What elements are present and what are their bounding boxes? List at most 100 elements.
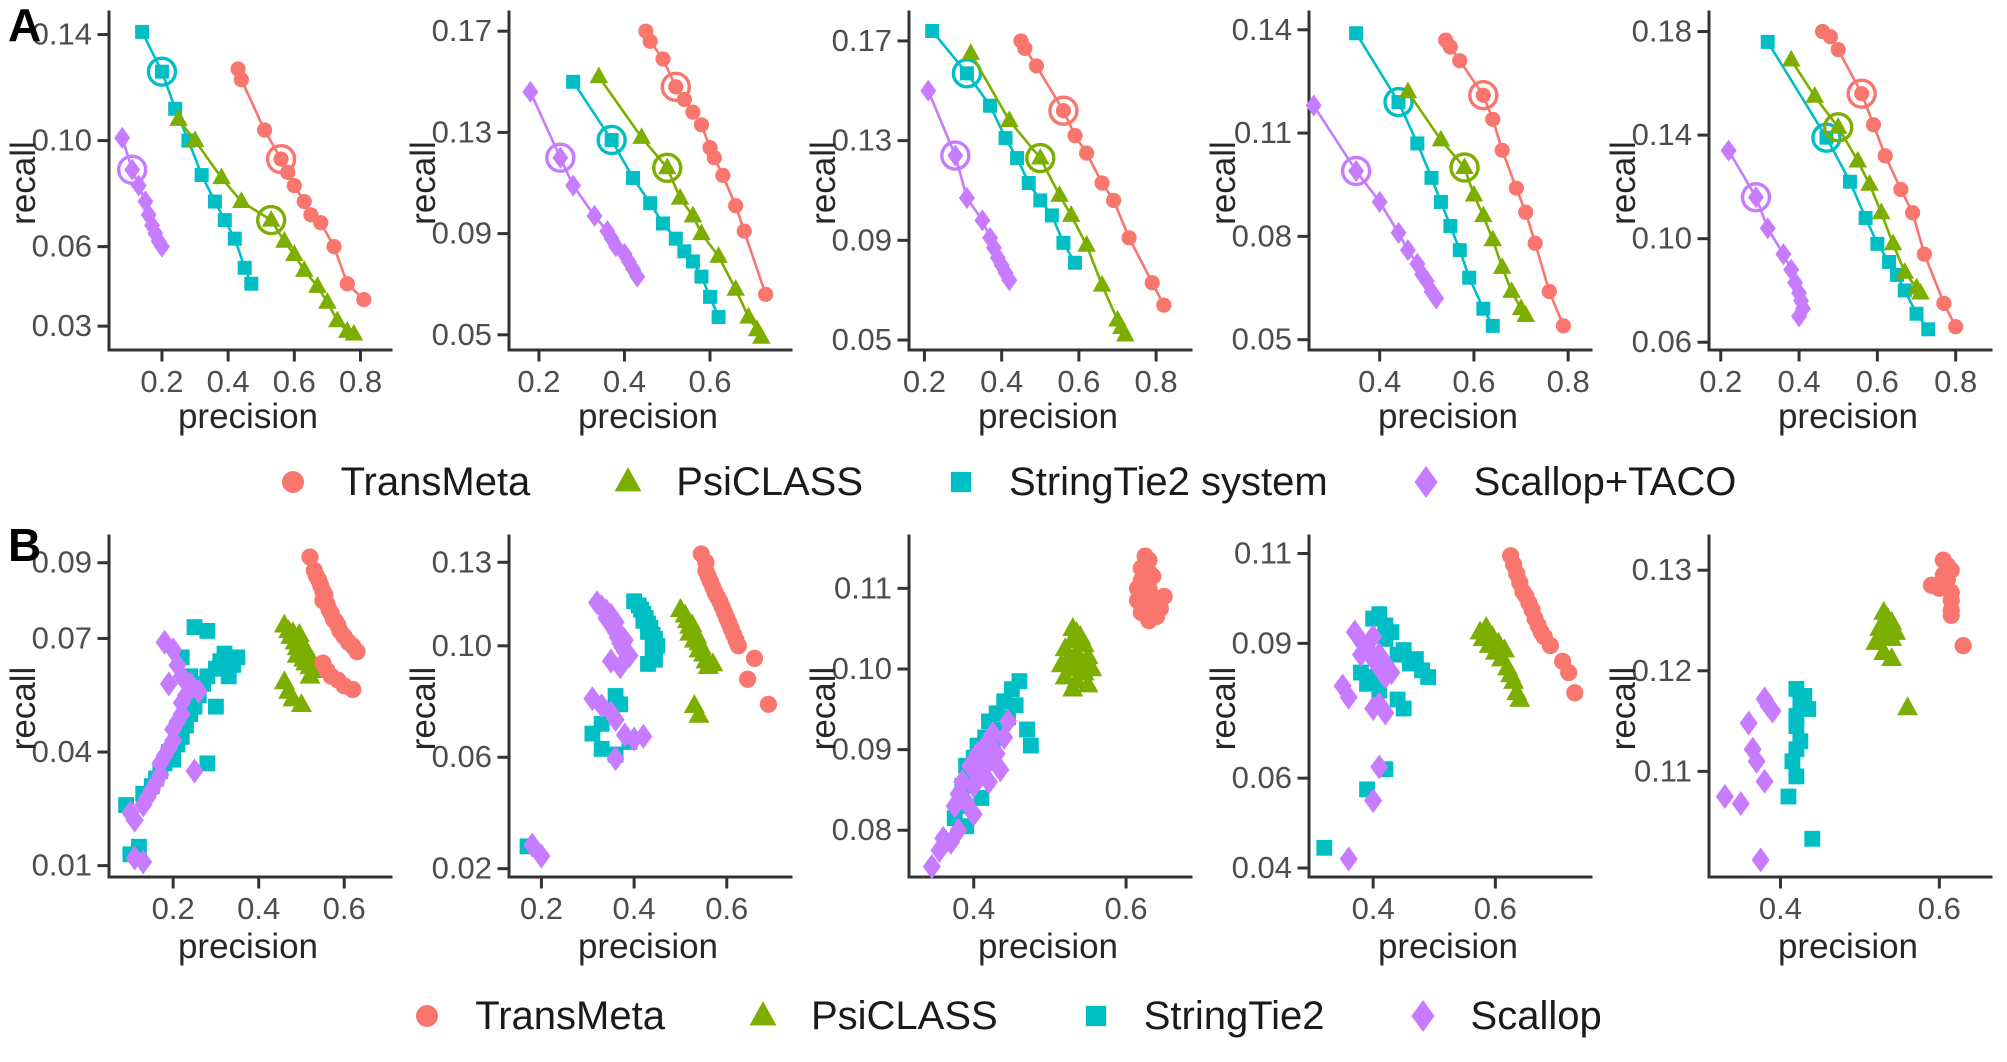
series-transmeta <box>1438 32 1572 334</box>
svg-text:0.03: 0.03 <box>32 308 92 343</box>
legend-label: StringTie2 system <box>1009 459 1328 504</box>
svg-text:0.4: 0.4 <box>603 364 646 399</box>
svg-text:0.05: 0.05 <box>432 317 492 352</box>
subplot-a1-plot: 0.2 0.4 0.6 0.8 0.03 0.06 0.10 0.14 precision rec… <box>5 10 393 436</box>
svg-text:0.09: 0.09 <box>1232 625 1292 660</box>
svg-text:0.18: 0.18 <box>1632 14 1692 49</box>
series-psiclass <box>1050 617 1103 697</box>
subplot-a4-plot: 0.4 0.6 0.8 0.05 0.08 0.11 0.14 precision recall <box>1205 10 1593 436</box>
panel-b-row: B 0.2 0.4 0.6 0.01 0.04 0.07 0.09 precision reca… <box>0 519 2007 972</box>
square-marker-icon <box>1085 1005 1106 1027</box>
legend-label: Scallop+TACO <box>1473 459 1737 504</box>
svg-text:0.09: 0.09 <box>832 732 892 767</box>
y-axis-label: recall <box>5 141 43 225</box>
highlighted-point-ring <box>1468 79 1499 111</box>
series-stringtie2-system <box>925 23 1083 270</box>
series-transmeta <box>1128 547 1173 630</box>
axes <box>497 534 793 889</box>
series-transmeta <box>301 548 366 699</box>
tick-labels: 0.2 0.4 0.6 0.8 0.05 0.09 0.13 0.17 <box>832 23 1178 399</box>
svg-text:0.2: 0.2 <box>520 891 563 926</box>
series-transmeta <box>692 545 778 713</box>
triangle-marker-icon <box>614 467 642 492</box>
tick-labels: 0.2 0.4 0.6 0.02 0.06 0.10 0.13 <box>432 544 749 926</box>
panel-b-label: B <box>8 519 42 571</box>
y-axis-label: recall <box>405 141 443 225</box>
highlighted-point-ring <box>255 204 287 236</box>
legend-label: Scallop <box>1470 993 1602 1038</box>
series-scallop <box>922 708 1018 879</box>
y-axis-label: recall <box>1205 667 1243 751</box>
legend-label: StringTie2 <box>1143 993 1325 1038</box>
svg-text:0.17: 0.17 <box>832 23 892 58</box>
highlighted-point-ring <box>146 56 178 87</box>
series-scallop <box>121 629 208 875</box>
svg-text:0.10: 0.10 <box>32 123 92 158</box>
svg-text:0.2: 0.2 <box>140 364 183 399</box>
svg-text:0.4: 0.4 <box>1352 891 1395 926</box>
legend-item-psiclass: PsiCLASS <box>741 994 998 1039</box>
subplot-a3-plot: 0.2 0.4 0.6 0.8 0.05 0.09 0.13 0.17 precision rec… <box>805 10 1193 436</box>
subplot-b4-plot: 0.4 0.6 0.04 0.06 0.09 0.11 precision recall <box>1205 534 1593 966</box>
series-transmeta <box>1922 551 1972 655</box>
svg-text:0.11: 0.11 <box>834 570 892 605</box>
svg-text:0.09: 0.09 <box>832 222 892 257</box>
svg-text:0.11: 0.11 <box>1234 535 1292 570</box>
series-scallop <box>1333 619 1401 872</box>
axes <box>97 534 393 889</box>
legend-item-transmeta: TransMeta <box>271 460 530 505</box>
axes <box>97 10 393 362</box>
legend-b: TransMeta PsiCLASS StringTie2 Scallop <box>0 972 2007 1060</box>
x-axis-label: precision <box>1378 927 1518 966</box>
svg-text:0.13: 0.13 <box>1632 552 1692 587</box>
svg-text:0.6: 0.6 <box>1474 891 1517 926</box>
series-stringtie2 <box>519 593 666 855</box>
highlighted-point-ring <box>596 124 627 156</box>
series-scallop-taco <box>1305 94 1445 310</box>
svg-text:0.6: 0.6 <box>1057 364 1100 399</box>
x-axis-label: precision <box>978 927 1118 966</box>
svg-text:0.2: 0.2 <box>517 364 560 399</box>
subplot-a5-plot: 0.2 0.4 0.6 0.8 0.06 0.10 0.14 0.18 precision rec… <box>1605 10 1993 436</box>
highlighted-point-ring <box>1340 155 1372 187</box>
series-transmeta <box>638 23 774 302</box>
y-axis-label: recall <box>1205 141 1243 225</box>
y-axis-label: recall <box>805 141 843 225</box>
series-stringtie2 <box>1780 680 1821 847</box>
series-transmeta <box>1502 547 1584 702</box>
svg-text:0.10: 0.10 <box>432 628 492 663</box>
svg-text:0.4: 0.4 <box>613 891 656 926</box>
svg-text:0.08: 0.08 <box>1232 218 1292 253</box>
svg-text:0.4: 0.4 <box>207 364 250 399</box>
series-psiclass <box>589 66 771 344</box>
series-stringtie2-system <box>135 24 259 291</box>
circle-marker-icon <box>281 471 304 493</box>
tick-labels: 0.4 0.6 0.04 0.06 0.09 0.11 <box>1232 535 1517 926</box>
svg-text:0.06: 0.06 <box>1632 324 1692 359</box>
svg-text:0.6: 0.6 <box>1918 891 1961 926</box>
svg-text:0.2: 0.2 <box>152 891 195 926</box>
legend-a: TransMeta PsiCLASS StringTie2 system Scallo… <box>0 442 2007 522</box>
series-scallop-taco <box>1720 139 1811 328</box>
series-scallop-taco <box>114 126 170 258</box>
axes <box>897 10 1193 362</box>
svg-text:0.04: 0.04 <box>1232 850 1292 885</box>
svg-text:0.2: 0.2 <box>1699 364 1742 399</box>
legend-item-scallop: Scallop <box>1401 994 1602 1039</box>
series-psiclass <box>1781 49 1930 300</box>
tick-labels: 0.4 0.6 0.08 0.09 0.10 0.11 <box>832 570 1148 926</box>
panel-a-label: A <box>8 0 42 51</box>
series-psiclass <box>669 598 724 723</box>
axes <box>497 10 793 362</box>
svg-text:0.13: 0.13 <box>832 123 892 158</box>
y-axis-label: recall <box>405 667 443 751</box>
svg-text:0.06: 0.06 <box>1232 760 1292 795</box>
series-stringtie2-system <box>566 74 726 325</box>
highlighted-point-ring <box>1449 152 1480 183</box>
svg-text:0.09: 0.09 <box>432 216 492 251</box>
svg-text:0.4: 0.4 <box>952 891 995 926</box>
svg-text:0.17: 0.17 <box>432 13 492 48</box>
svg-text:0.05: 0.05 <box>1232 322 1292 357</box>
y-axis-label: recall <box>1605 141 1643 225</box>
